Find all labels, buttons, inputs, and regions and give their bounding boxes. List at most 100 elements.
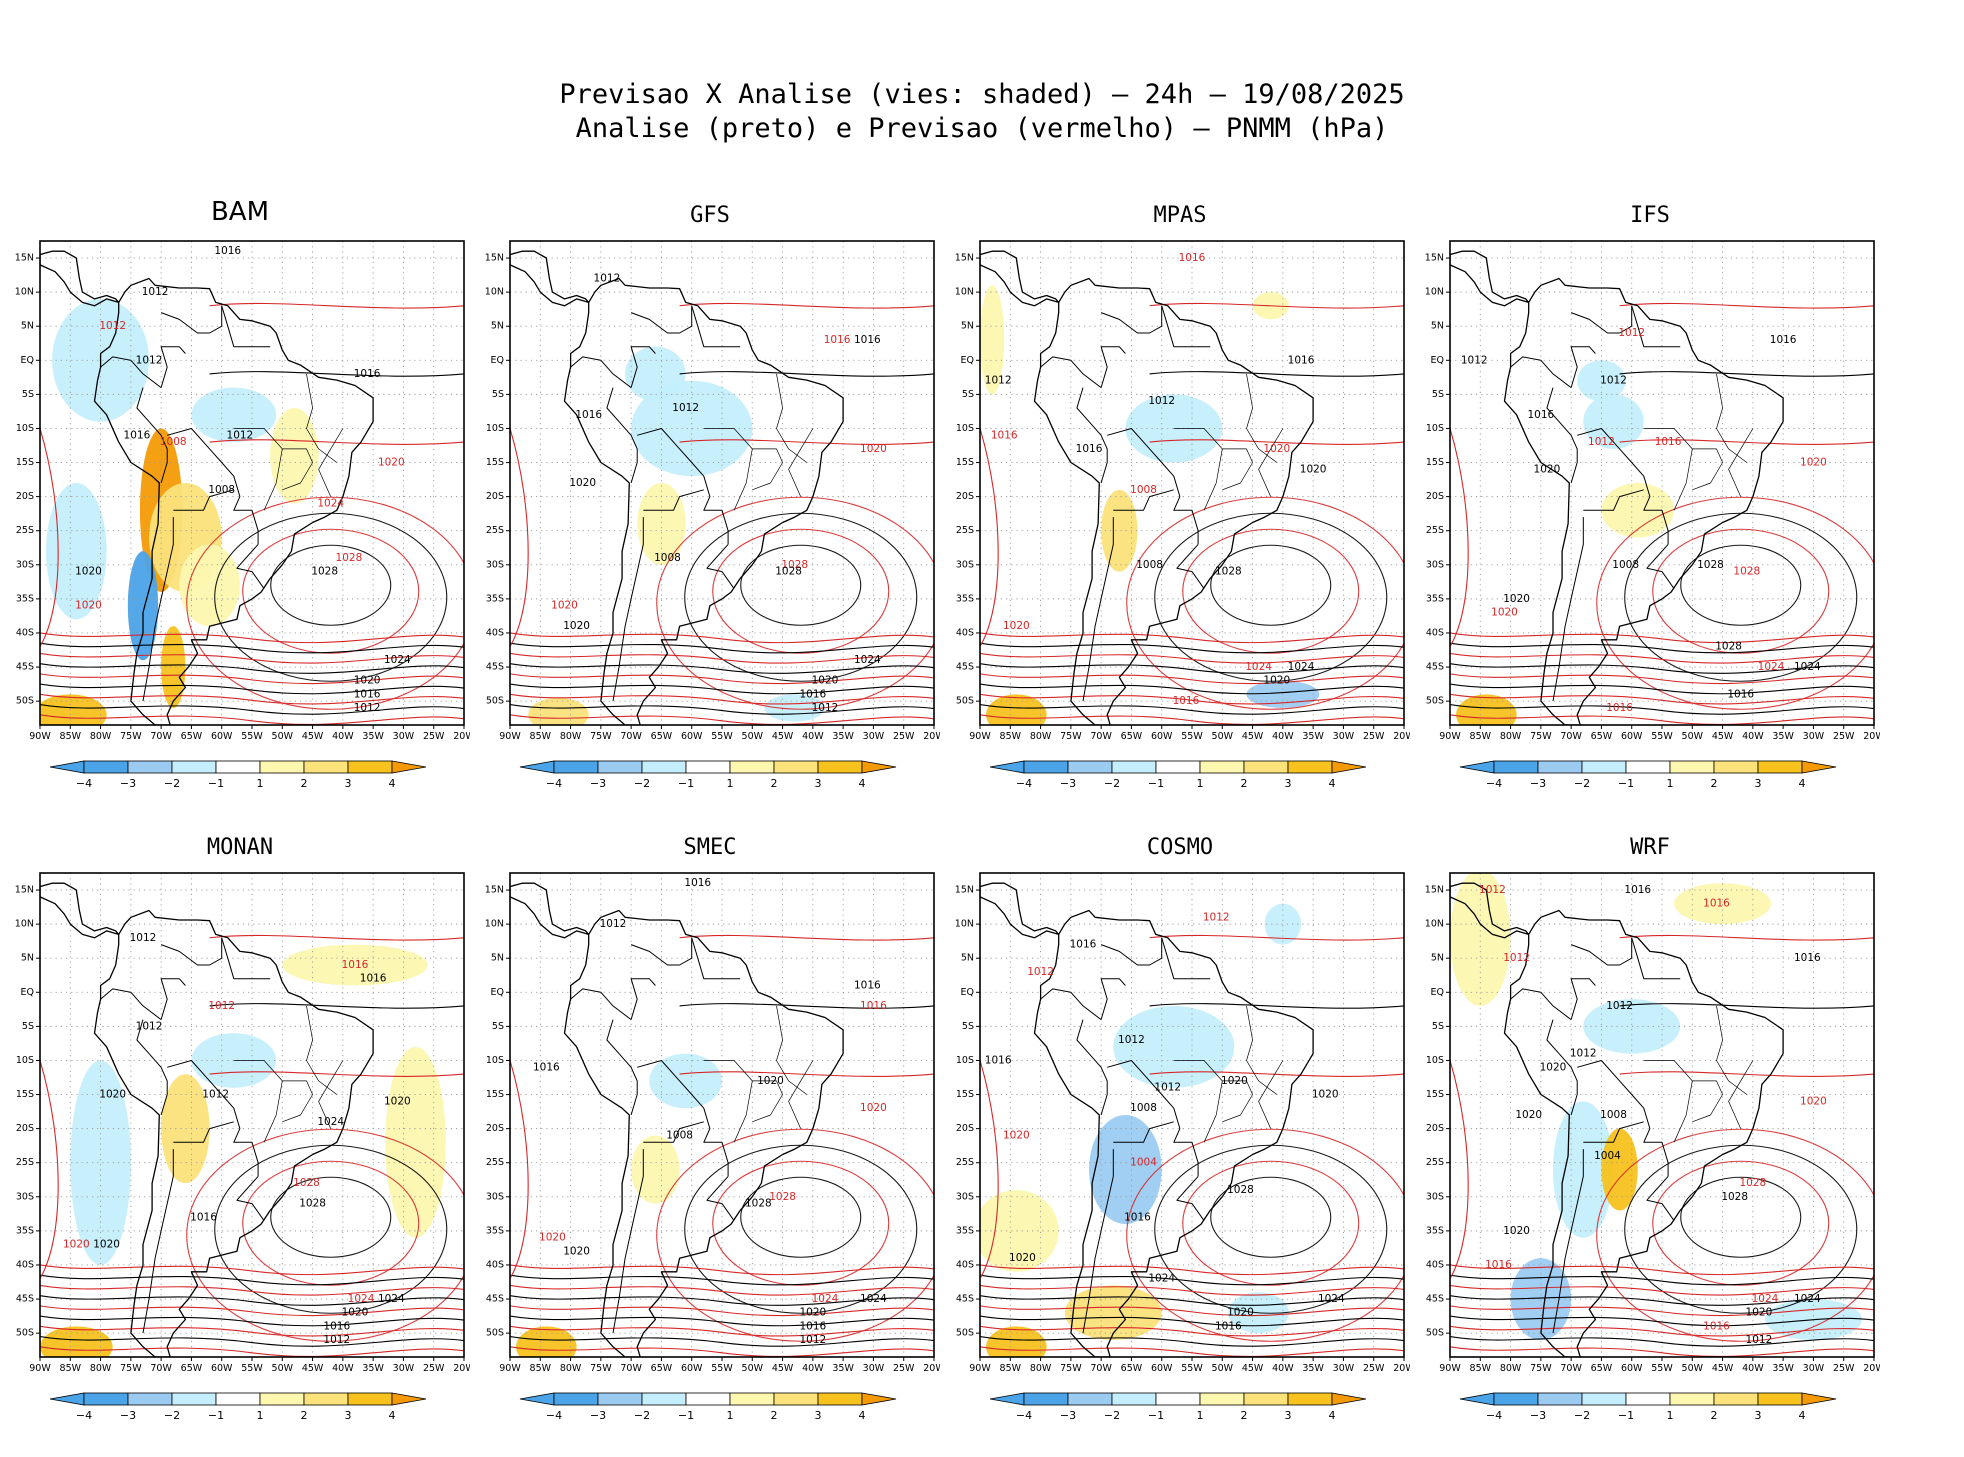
isobar-label: 1016 <box>824 334 851 346</box>
colorbar-segment <box>171 1392 217 1406</box>
country-border <box>612 517 644 702</box>
state-border <box>318 428 344 497</box>
lon-label: 55W <box>1651 731 1673 742</box>
country-border <box>221 937 271 980</box>
colorbar-segment <box>303 760 349 774</box>
isobar-label: 1008 <box>654 552 681 564</box>
bias-shading <box>1674 883 1772 925</box>
isobar-line <box>679 439 934 445</box>
isobar-label: 1012 <box>1203 911 1230 923</box>
isobar-line <box>980 428 999 647</box>
ocean <box>510 241 934 725</box>
lat-label: 40S <box>486 1259 504 1270</box>
isobar-label: 1012 <box>136 1020 163 1032</box>
lon-label: 80W <box>1500 731 1522 742</box>
colorbar-label: 1 <box>727 1409 734 1422</box>
lat-label: 50S <box>486 1328 504 1339</box>
isobar-line <box>510 632 934 644</box>
lat-label: 10N <box>955 919 974 930</box>
lat-label: 45S <box>16 662 34 673</box>
colorbar-label: −1 <box>678 1409 694 1422</box>
state-border <box>1716 1005 1748 1095</box>
country-border <box>691 305 741 348</box>
isobar-high-ring <box>242 1160 420 1286</box>
lon-label: 35W <box>832 731 854 742</box>
country-border <box>612 1149 644 1334</box>
isobar-line <box>209 1071 464 1077</box>
lat-label: 25S <box>1426 1157 1444 1168</box>
colorbar-segment <box>171 760 217 774</box>
lon-label: 70W <box>150 1363 172 1374</box>
lon-label: 65W <box>1591 1363 1613 1374</box>
central-america-coast <box>980 882 1060 939</box>
isobar-label: 1012 <box>1118 1034 1145 1046</box>
lat-label: 15N <box>1425 885 1444 896</box>
lon-label: 90W <box>499 731 521 742</box>
isobar-line <box>980 1060 999 1279</box>
bias-map: 1012 1016 1012 1016 1012 1012 1020 1020 1008 1020… <box>955 872 1415 1422</box>
isobar-line <box>510 1325 934 1337</box>
lon-label: 90W <box>29 1363 51 1374</box>
isobar-label: 1008 <box>1600 1109 1627 1121</box>
isobar-contours <box>1450 302 1874 725</box>
isobar-label: 1020 <box>812 675 839 687</box>
colorbar-label: 2 <box>301 777 308 790</box>
lat-label: 50S <box>1426 696 1444 707</box>
country-border <box>1100 978 1126 1020</box>
isobar-label: 1020 <box>354 675 381 687</box>
lat-label: 20S <box>1426 1123 1444 1134</box>
colorbar-label: −3 <box>1060 1409 1076 1422</box>
isobar-label: 1020 <box>75 600 102 612</box>
isobar-label: 1012 <box>1027 966 1054 978</box>
lat-label: 10S <box>956 423 974 434</box>
lon-label: 50W <box>1212 1363 1234 1374</box>
isobar-line <box>980 714 1404 725</box>
bias-shading <box>1264 903 1302 945</box>
isobar-label: 1012 <box>985 375 1012 387</box>
isobar-label: 1020 <box>799 1307 826 1319</box>
country-border <box>1646 544 1675 589</box>
bias-shading <box>986 1326 1047 1357</box>
lat-label: 45S <box>486 662 504 673</box>
isobar-contours <box>510 934 934 1357</box>
isobar-label: 1008 <box>666 1129 693 1141</box>
state-border <box>703 1060 753 1143</box>
isobar-line <box>510 683 934 695</box>
isobar-label: 1012 <box>1148 395 1175 407</box>
isobar-line <box>1450 1315 1874 1327</box>
isobar-label: 1008 <box>1130 1102 1157 1114</box>
isobar-label: 1028 <box>745 1198 772 1210</box>
country-border <box>1577 1060 1669 1177</box>
country-border <box>570 356 632 388</box>
isobar-line <box>1450 1336 1874 1347</box>
isobar-label: 1016 <box>1703 898 1730 910</box>
colorbar-segment <box>1493 1392 1539 1406</box>
isobar-high-ring <box>1182 1160 1360 1286</box>
bias-shading <box>1089 1115 1162 1225</box>
lat-label: 15S <box>16 1089 34 1100</box>
colorbar-segment <box>83 760 129 774</box>
lon-label: 50W <box>1212 731 1234 742</box>
country-border <box>1510 988 1572 1020</box>
isobar-line <box>40 642 464 654</box>
south-america-coast <box>1033 277 1314 725</box>
isobar-label: 1008 <box>1612 559 1639 571</box>
panel-wrf: WRF 1012 1016 1016 1012 1016 1012 1012 1020 1020… <box>1420 835 1886 1457</box>
lat-label: 50S <box>1426 1328 1444 1339</box>
lat-label: 10S <box>16 1055 34 1066</box>
colorbar-segment <box>215 760 261 774</box>
lon-label: 40W <box>1742 731 1764 742</box>
country-border <box>1583 489 1644 511</box>
country-border <box>1082 517 1114 702</box>
lat-label: 25S <box>956 1157 974 1168</box>
lat-label: 30S <box>956 1191 974 1202</box>
country-border <box>630 305 693 334</box>
lat-label: 25S <box>16 525 34 536</box>
colorbar-segment <box>259 760 305 774</box>
lat-label: 5S <box>1432 1021 1444 1032</box>
colorbar-segment <box>553 1392 599 1406</box>
colorbar-segment <box>1111 1392 1157 1406</box>
lat-label: 50S <box>16 696 34 707</box>
bias-shading <box>637 483 686 565</box>
isobar-line <box>1450 1325 1874 1337</box>
